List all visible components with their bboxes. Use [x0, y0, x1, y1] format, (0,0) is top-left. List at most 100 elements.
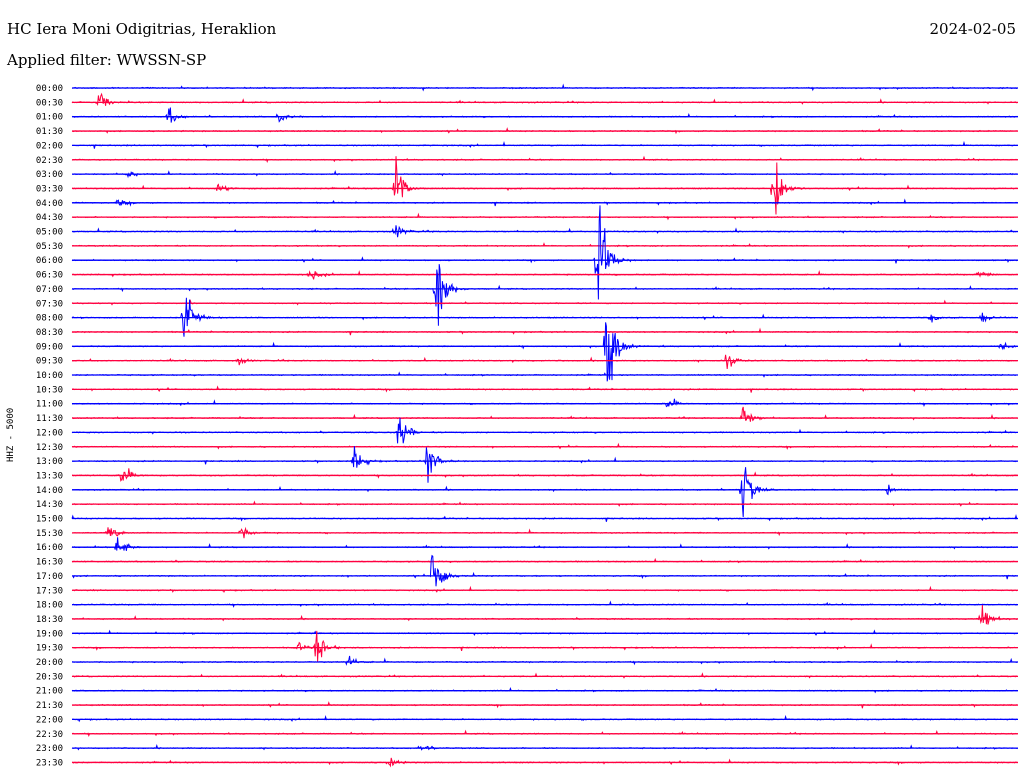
time-tick-label: 20:00: [36, 658, 63, 668]
trace-0330: [71, 156, 1018, 215]
trace-0000: [71, 83, 1018, 92]
time-tick-label: 22:00: [36, 715, 63, 725]
trace-0600: [71, 205, 1018, 300]
time-tick-label: 10:00: [36, 371, 63, 381]
trace-0130: [71, 127, 1018, 135]
trace-1600: [71, 537, 1018, 551]
trace-1930: [71, 630, 1018, 663]
time-tick-label: 11:30: [36, 414, 63, 424]
trace-0730: [71, 299, 1018, 306]
time-tick-label: 09:00: [36, 342, 63, 352]
time-tick-label: 23:30: [36, 758, 63, 768]
trace-0100: [71, 107, 1018, 123]
time-tick-label: 12:30: [36, 443, 63, 453]
time-tick-label: 16:00: [36, 543, 63, 553]
trace-0230: [71, 155, 1018, 163]
time-tick-label: 23:00: [36, 744, 63, 754]
time-tick-label: 22:30: [36, 730, 63, 740]
trace-0700: [71, 264, 1018, 326]
trace-1830: [71, 604, 1018, 625]
time-tick-label: 20:30: [36, 672, 63, 682]
trace-1400: [71, 467, 1018, 518]
trace-1000: [71, 371, 1018, 378]
trace-1300: [71, 446, 1018, 483]
filter-label: Applied filter: WWSSN-SP: [7, 51, 207, 69]
trace-1530: [71, 526, 1018, 539]
time-tick-label: 19:00: [36, 629, 63, 639]
time-tick-label: 21:30: [36, 701, 63, 711]
time-tick-label: 15:00: [36, 515, 63, 525]
trace-0430: [71, 212, 1018, 221]
trace-2030: [71, 672, 1018, 679]
time-tick-label: 08:00: [36, 314, 63, 324]
trace-1330: [71, 468, 1018, 482]
time-tick-label: 07:00: [36, 285, 63, 295]
time-tick-label: 00:00: [36, 84, 63, 94]
trace-2100: [71, 687, 1018, 694]
trace-0900: [71, 322, 1018, 382]
time-tick-label: 01:00: [36, 113, 63, 123]
trace-0500: [71, 225, 1018, 238]
trace-1800: [71, 600, 1018, 608]
time-tick-label: 04:00: [36, 199, 63, 209]
time-tick-label: 09:30: [36, 357, 63, 367]
time-tick-label: 14:30: [36, 500, 63, 510]
trace-1230: [71, 442, 1018, 450]
time-tick-label: 06:30: [36, 271, 63, 281]
trace-0800: [71, 297, 1018, 337]
trace-0200: [71, 140, 1018, 149]
station-title: HC Iera Moni Odigitrias, Heraklion: [7, 20, 277, 38]
time-tick-label: 21:00: [36, 687, 63, 697]
time-tick-label: 10:30: [36, 385, 63, 395]
time-tick-label: 01:30: [36, 127, 63, 137]
time-tick-label: 11:00: [36, 400, 63, 410]
time-tick-label: 03:30: [36, 184, 63, 194]
trace-2300: [71, 743, 1018, 751]
trace-0030: [71, 92, 1018, 107]
time-tick-label: 15:30: [36, 529, 63, 539]
trace-1730: [71, 585, 1018, 594]
time-tick-label: 05:00: [36, 228, 63, 238]
time-tick-label: 04:30: [36, 213, 63, 223]
time-tick-label: 00:30: [36, 98, 63, 108]
trace-1900: [71, 629, 1018, 637]
time-tick-label: 08:30: [36, 328, 63, 338]
trace-1500: [71, 514, 1018, 522]
trace-2200: [71, 714, 1018, 723]
time-tick-label: 14:00: [36, 486, 63, 496]
time-tick-label: 17:30: [36, 586, 63, 596]
time-tick-label: 07:30: [36, 299, 63, 309]
trace-0930: [71, 354, 1018, 369]
trace-0830: [71, 327, 1018, 336]
time-tick-label: 13:30: [36, 471, 63, 481]
trace-1430: [71, 500, 1018, 507]
trace-0400: [71, 198, 1018, 207]
trace-1630: [71, 557, 1018, 564]
trace-0300: [71, 169, 1018, 179]
trace-2130: [71, 701, 1018, 709]
date-label: 2024-02-05: [929, 20, 1016, 38]
time-tick-label: 17:00: [36, 572, 63, 582]
trace-1030: [71, 385, 1018, 393]
time-tick-label: 13:00: [36, 457, 63, 467]
trace-1100: [71, 398, 1018, 408]
trace-0630: [71, 270, 1018, 280]
time-tick-label: 19:30: [36, 644, 63, 654]
time-tick-label: 02:30: [36, 156, 63, 166]
time-tick-label: 02:00: [36, 141, 63, 151]
time-tick-label: 18:30: [36, 615, 63, 625]
trace-2330: [71, 757, 1018, 768]
time-tick-label: 06:00: [36, 256, 63, 266]
trace-2230: [71, 729, 1018, 737]
time-tick-label: 16:30: [36, 558, 63, 568]
time-tick-label: 03:00: [36, 170, 63, 180]
trace-0530: [71, 242, 1018, 249]
trace-1200: [71, 417, 1018, 444]
trace-1130: [71, 406, 1018, 422]
time-tick-label: 12:00: [36, 428, 63, 438]
trace-2000: [71, 655, 1018, 666]
time-tick-label: 05:30: [36, 242, 63, 252]
time-tick-label: 18:00: [36, 601, 63, 611]
trace-1700: [71, 554, 1018, 587]
